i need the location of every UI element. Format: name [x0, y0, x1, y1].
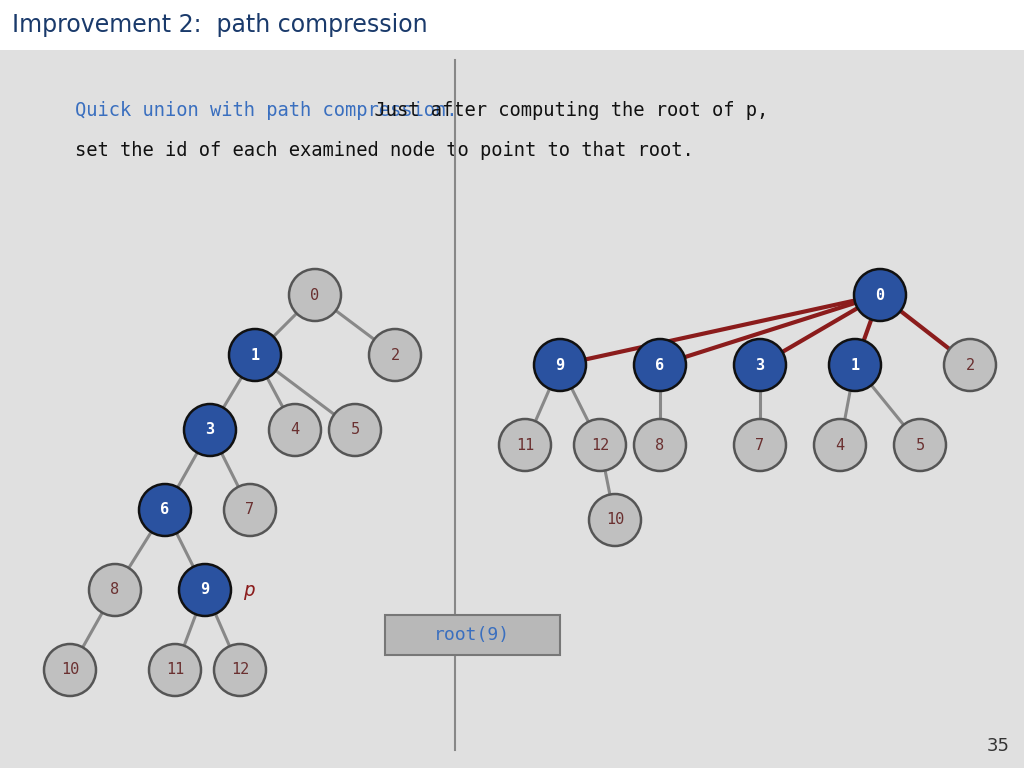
Text: 4: 4 [291, 422, 300, 438]
Text: 10: 10 [606, 512, 624, 528]
Circle shape [44, 644, 96, 696]
Text: 12: 12 [230, 663, 249, 677]
Text: 3: 3 [756, 357, 765, 372]
Text: 2: 2 [966, 357, 975, 372]
Text: 9: 9 [201, 582, 210, 598]
Text: 1: 1 [251, 347, 259, 362]
Text: 5: 5 [915, 438, 925, 452]
Circle shape [369, 329, 421, 381]
Text: 5: 5 [350, 422, 359, 438]
Text: 0: 0 [310, 287, 319, 303]
Text: 35: 35 [987, 737, 1010, 755]
Circle shape [589, 494, 641, 546]
Text: 7: 7 [246, 502, 255, 518]
Text: 8: 8 [655, 438, 665, 452]
Circle shape [574, 419, 626, 471]
Text: 9: 9 [555, 357, 564, 372]
Text: 2: 2 [390, 347, 399, 362]
Circle shape [139, 484, 191, 536]
Text: 0: 0 [876, 287, 885, 303]
FancyBboxPatch shape [0, 0, 1024, 50]
FancyBboxPatch shape [385, 615, 560, 655]
Circle shape [224, 484, 276, 536]
Circle shape [734, 419, 786, 471]
Circle shape [229, 329, 281, 381]
Text: set the id of each examined node to point to that root.: set the id of each examined node to poin… [75, 141, 693, 160]
Circle shape [150, 644, 201, 696]
Text: 3: 3 [206, 422, 215, 438]
Circle shape [214, 644, 266, 696]
Text: 6: 6 [161, 502, 170, 518]
Circle shape [534, 339, 586, 391]
Circle shape [634, 339, 686, 391]
Text: 12: 12 [591, 438, 609, 452]
Circle shape [179, 564, 231, 616]
Text: 7: 7 [756, 438, 765, 452]
Text: 11: 11 [166, 663, 184, 677]
Circle shape [499, 419, 551, 471]
Circle shape [894, 419, 946, 471]
Circle shape [634, 419, 686, 471]
Text: Just after computing the root of p,: Just after computing the root of p, [352, 101, 768, 120]
Circle shape [89, 564, 141, 616]
Circle shape [854, 269, 906, 321]
Text: root(9): root(9) [434, 626, 510, 644]
Circle shape [814, 419, 866, 471]
Circle shape [269, 404, 321, 456]
Text: 11: 11 [516, 438, 535, 452]
Text: 4: 4 [836, 438, 845, 452]
Circle shape [944, 339, 996, 391]
Circle shape [184, 404, 236, 456]
Text: Quick union with path compression.: Quick union with path compression. [75, 101, 458, 120]
Circle shape [734, 339, 786, 391]
Text: 10: 10 [60, 663, 79, 677]
Text: p: p [243, 581, 255, 600]
Circle shape [829, 339, 881, 391]
Text: 8: 8 [111, 582, 120, 598]
Text: 6: 6 [655, 357, 665, 372]
Text: Improvement 2:  path compression: Improvement 2: path compression [12, 13, 428, 37]
Circle shape [289, 269, 341, 321]
Circle shape [329, 404, 381, 456]
Text: 1: 1 [851, 357, 859, 372]
